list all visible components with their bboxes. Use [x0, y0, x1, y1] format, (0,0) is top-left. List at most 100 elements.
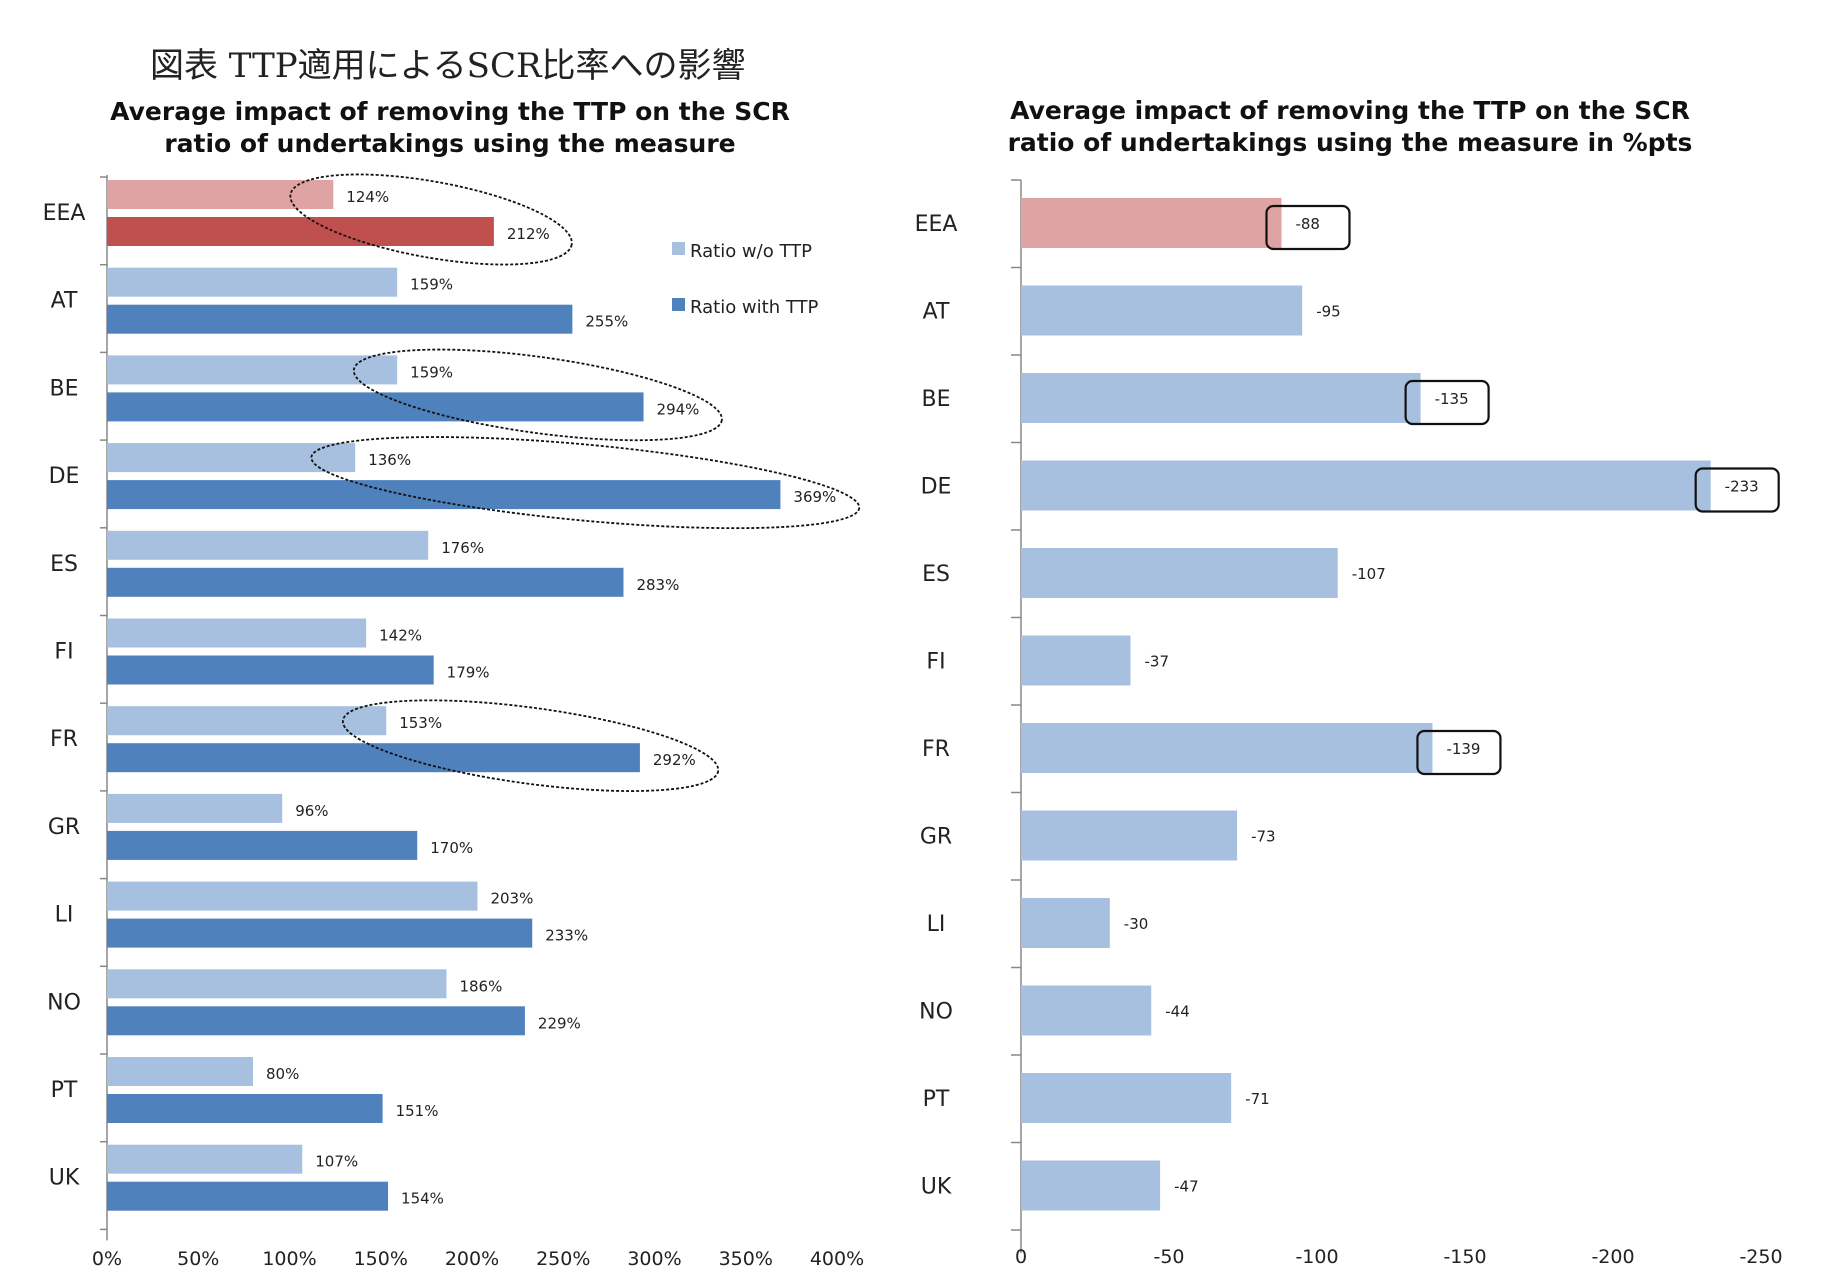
left-data-label-at-ratio-with-ttp: 255% — [585, 313, 628, 331]
left-data-label-eea-ratio-w-o-ttp: 124% — [346, 188, 389, 206]
left-bar-fr-ratio-with-ttp — [107, 743, 640, 773]
right-category-label-es: ES — [922, 562, 950, 587]
left-category-label-gr: GR — [48, 815, 80, 840]
highlight-ellipse-de — [310, 436, 861, 530]
right-data-label-fr: -139 — [1446, 740, 1480, 758]
right-category-label-gr: GR — [920, 825, 952, 850]
left-category-label-at: AT — [51, 289, 78, 314]
left-data-label-fr-ratio-with-ttp: 292% — [653, 751, 696, 769]
right-category-label-no: NO — [919, 1000, 953, 1025]
left-data-label-uk-ratio-w-o-ttp: 107% — [315, 1153, 358, 1171]
left-data-label-pt-ratio-w-o-ttp: 80% — [266, 1065, 299, 1083]
left-bar-gr-ratio-w-o-ttp — [107, 793, 283, 823]
left-bar-de-ratio-with-ttp — [107, 480, 781, 510]
left-bar-be-ratio-with-ttp — [107, 392, 644, 422]
left-data-label-no-ratio-with-ttp: 229% — [538, 1014, 581, 1032]
left-data-label-li-ratio-with-ttp: 233% — [545, 927, 588, 945]
left-category-label-fr: FR — [50, 727, 78, 752]
right-category-label-fr: FR — [922, 737, 950, 762]
right-data-label-gr: -73 — [1251, 828, 1276, 846]
right-data-label-at: -95 — [1316, 303, 1341, 321]
right-bar-be — [1021, 373, 1421, 423]
right-category-label-pt: PT — [923, 1087, 950, 1112]
left-x-tick-label: 350% — [719, 1248, 773, 1270]
left-data-label-eea-ratio-with-ttp: 212% — [507, 225, 550, 243]
left-data-label-no-ratio-w-o-ttp: 186% — [459, 977, 502, 995]
left-bar-li-ratio-w-o-ttp — [107, 881, 478, 911]
left-data-label-li-ratio-w-o-ttp: 203% — [490, 890, 533, 908]
highlight-ellipse-fr — [341, 699, 720, 792]
left-data-label-gr-ratio-w-o-ttp: 96% — [295, 802, 328, 820]
right-bar-pt — [1021, 1073, 1232, 1123]
left-category-label-uk: UK — [49, 1166, 80, 1191]
right-chart-title: Average impact of removing the TTP on th… — [1007, 96, 1693, 157]
highlight-box-be — [1404, 379, 1490, 426]
left-bar-li-ratio-with-ttp — [107, 918, 533, 948]
left-category-label-li: LI — [55, 903, 74, 928]
left-data-label-be-ratio-w-o-ttp: 159% — [410, 363, 453, 381]
left-data-label-de-ratio-with-ttp: 369% — [793, 488, 836, 506]
right-category-label-fi: FI — [926, 650, 945, 675]
left-x-tick-label: 200% — [445, 1248, 499, 1270]
left-data-label-fi-ratio-with-ttp: 179% — [447, 664, 490, 682]
left-category-label-es: ES — [50, 552, 78, 577]
left-bar-no-ratio-with-ttp — [107, 1006, 525, 1036]
left-category-label-no: NO — [47, 990, 81, 1015]
left-data-label-be-ratio-with-ttp: 294% — [657, 400, 700, 418]
right-bar-gr — [1021, 810, 1238, 861]
left-data-label-pt-ratio-with-ttp: 151% — [396, 1102, 439, 1120]
left-bar-es-ratio-with-ttp — [107, 567, 624, 597]
right-category-label-li: LI — [927, 912, 946, 937]
right-x-tick-label: -250 — [1739, 1246, 1782, 1268]
left-data-label-fr-ratio-w-o-ttp: 153% — [399, 714, 442, 732]
left-x-tick-label: 100% — [262, 1248, 316, 1270]
left-x-tick-label: 0% — [92, 1248, 122, 1270]
left-category-label-fi: FI — [54, 640, 73, 665]
left-bar-at-ratio-with-ttp — [107, 304, 573, 334]
left-bar-fr-ratio-w-o-ttp — [107, 706, 387, 736]
left-data-label-es-ratio-with-ttp: 283% — [636, 576, 679, 594]
left-bar-no-ratio-w-o-ttp — [107, 969, 447, 999]
right-category-label-at: AT — [923, 300, 950, 325]
left-x-tick-label: 300% — [627, 1248, 681, 1270]
right-category-label-be: BE — [922, 387, 951, 412]
left-bar-pt-ratio-with-ttp — [107, 1094, 383, 1123]
left-bar-es-ratio-w-o-ttp — [107, 530, 429, 560]
right-bar-uk — [1021, 1160, 1161, 1211]
highlight-ellipse-be — [352, 348, 723, 442]
right-bar-fr — [1021, 723, 1433, 773]
left-bar-gr-ratio-with-ttp — [107, 830, 418, 860]
right-data-label-uk: -47 — [1174, 1178, 1199, 1196]
right-data-label-no: -44 — [1165, 1003, 1190, 1021]
right-x-tick-label: 0 — [1015, 1246, 1027, 1268]
right-bar-at — [1021, 285, 1303, 336]
left-bar-pt-ratio-w-o-ttp — [107, 1057, 253, 1086]
left-bar-at-ratio-w-o-ttp — [107, 267, 398, 297]
right-category-label-eea: EEA — [915, 212, 958, 237]
left-category-label-be: BE — [50, 376, 79, 401]
left-bar-uk-ratio-with-ttp — [107, 1181, 389, 1211]
left-chart-title: Average impact of removing the TTP on th… — [110, 97, 790, 158]
legend-label-ratio-with-ttp: Ratio with TTP — [690, 297, 819, 318]
left-category-label-de: DE — [49, 464, 80, 489]
right-bar-eea — [1021, 198, 1282, 248]
left-data-label-es-ratio-w-o-ttp: 176% — [441, 539, 484, 557]
right-data-label-es: -107 — [1352, 565, 1386, 583]
left-data-label-at-ratio-w-o-ttp: 159% — [410, 276, 453, 294]
highlight-box-de — [1694, 467, 1780, 513]
right-data-label-fi: -37 — [1145, 653, 1170, 671]
left-category-label-eea: EEA — [43, 201, 86, 226]
left-category-label-pt: PT — [51, 1078, 78, 1103]
legend-swatch-ratio-with-ttp — [672, 298, 685, 311]
highlight-box-eea — [1265, 204, 1351, 251]
left-x-tick-label: 250% — [536, 1248, 590, 1270]
left-bar-fi-ratio-w-o-ttp — [107, 618, 367, 648]
left-bar-chart: 0% 50% 100% 150% 200% 250% 300% 350% 400% EEA 124%… — [43, 173, 864, 1270]
right-data-label-eea: -88 — [1295, 215, 1320, 233]
highlight-box-fr — [1416, 729, 1502, 776]
left-bar-fi-ratio-with-ttp — [107, 655, 434, 685]
left-bar-be-ratio-w-o-ttp — [107, 355, 398, 385]
right-category-label-de: DE — [921, 475, 952, 500]
right-bar-es — [1021, 548, 1338, 598]
